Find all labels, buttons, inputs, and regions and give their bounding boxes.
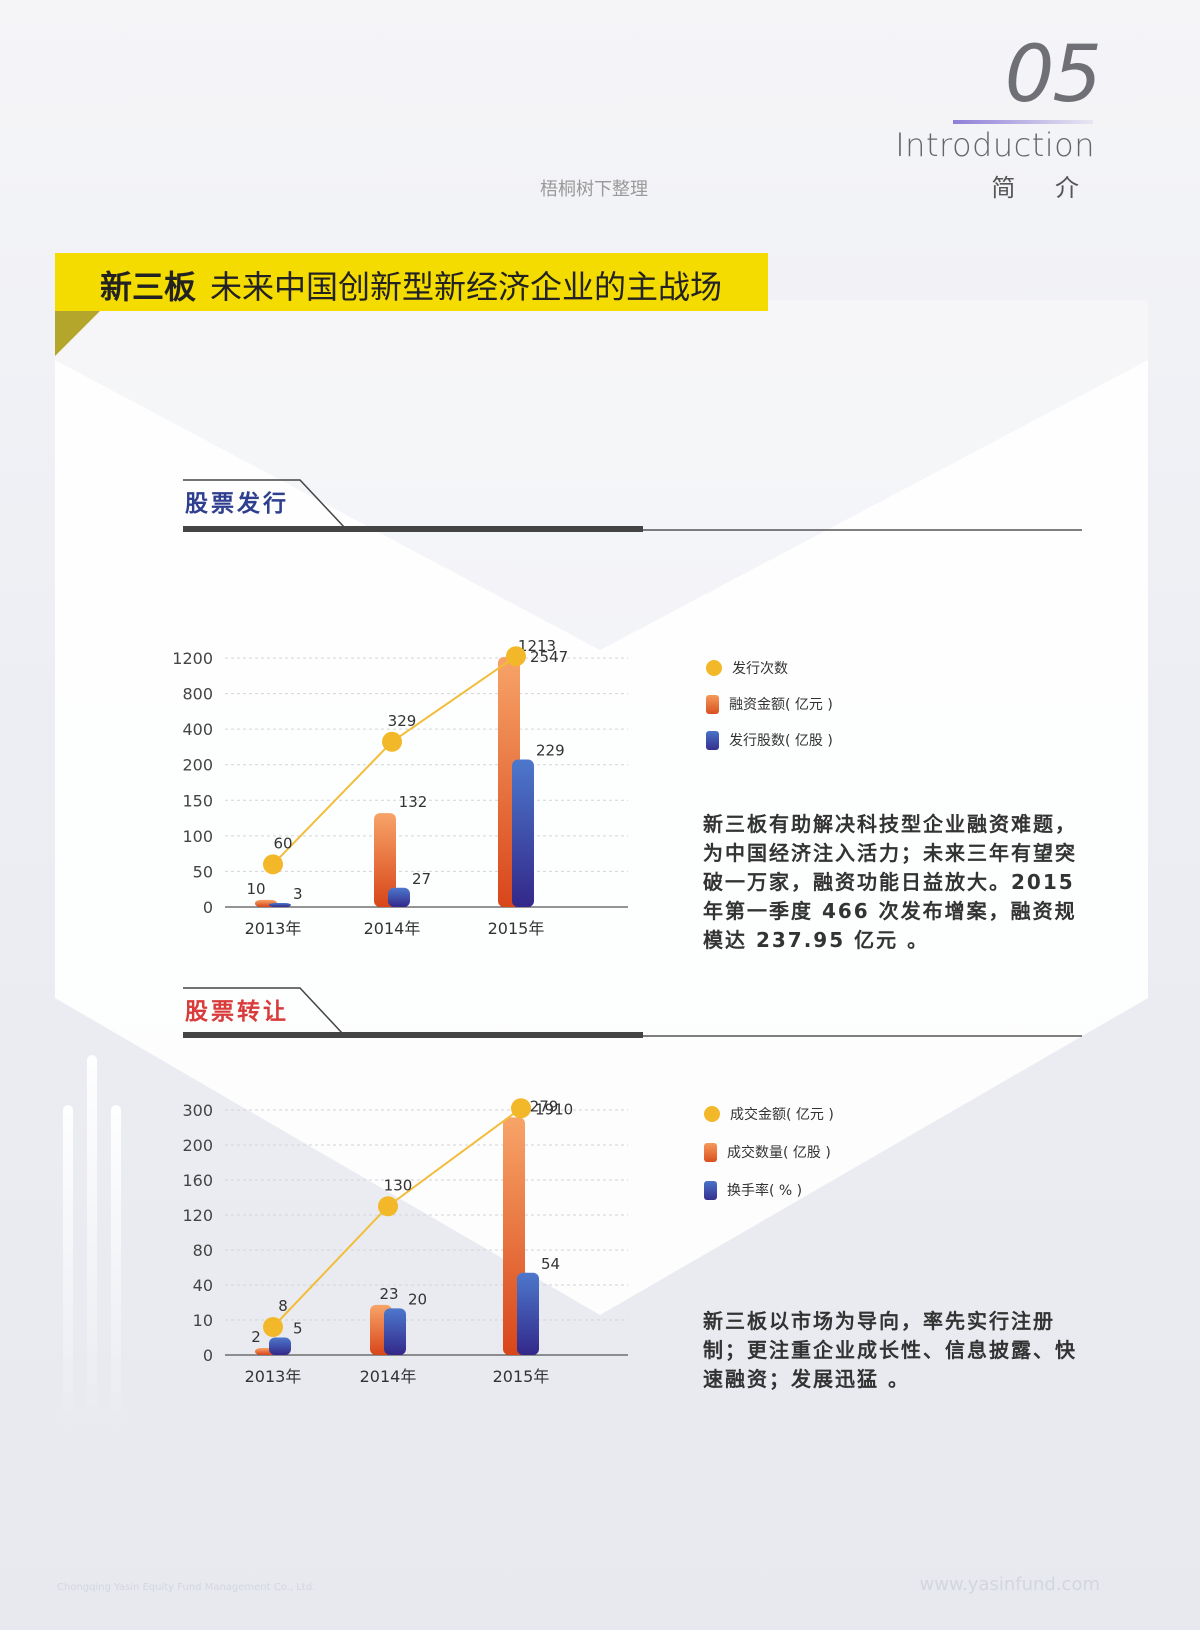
legend-label: 融资金额( 亿元 ) [729, 697, 833, 713]
footer-website: www.yasinfund.com [919, 1574, 1100, 1595]
y-tick-label: 300 [182, 1101, 213, 1120]
bar [517, 1272, 539, 1355]
x-tick-label: 2013年 [245, 919, 302, 938]
bar-value-label: 3 [293, 885, 303, 903]
y-tick-label: 0 [203, 1346, 213, 1365]
issuance-description: 新三板有助解决科技型企业融资难题，为中国经济注入活力；未来三年有望突破一万家，融… [703, 812, 1077, 952]
bar-value-label: 54 [541, 1255, 560, 1273]
y-tick-label: 800 [182, 685, 213, 704]
line-point [511, 1098, 531, 1119]
section-title-transfer: 股票转让 [185, 999, 289, 1025]
intro-heading-en: Introduction [895, 126, 1095, 164]
y-tick-label: 120 [182, 1206, 213, 1225]
banner-title: 新三板 未来中国创新型新经济企业的主战场 [100, 262, 722, 308]
legend-bar-icon [706, 694, 719, 714]
bar [388, 887, 410, 907]
transfer-description: 新三板以市场为导向，率先实行注册制；更注重企业成长性、信息披露、快速融资；发展迅… [703, 1309, 1077, 1391]
legend-item: 发行股数( 亿股 ) [706, 730, 833, 750]
legend-circle-icon [704, 1106, 720, 1122]
y-tick-label: 150 [182, 791, 213, 810]
line-point [378, 1196, 398, 1217]
legend-label: 发行股数( 亿股 ) [729, 733, 833, 749]
legend-item: 换手率( % ) [704, 1180, 834, 1200]
bar-value-label: 10 [246, 880, 265, 898]
footer-company: Chongqing Yasin Equity Fund Management C… [57, 1582, 316, 1593]
bar [269, 1337, 291, 1355]
section1-divider-thick [183, 526, 643, 532]
line-point [382, 731, 402, 752]
line-value-label: 1910 [535, 1100, 573, 1118]
x-tick-label: 2015年 [488, 919, 545, 938]
line-value-label: 60 [273, 834, 292, 852]
bar-value-label: 2 [251, 1328, 261, 1346]
legend-bar-icon [704, 1142, 717, 1162]
legend-item: 成交金额( 亿元 ) [704, 1104, 834, 1124]
bar [384, 1308, 406, 1355]
line-value-label: 329 [388, 712, 417, 730]
line-point [263, 1317, 283, 1337]
line-point [263, 854, 283, 875]
section2-tab-line [183, 987, 344, 1035]
legend-circle-icon [706, 660, 722, 676]
line-value-label: 2547 [530, 648, 568, 666]
legend-item: 融资金额( 亿元 ) [706, 694, 833, 714]
y-tick-label: 100 [182, 827, 213, 846]
bar [374, 813, 396, 907]
issuance-legend: 发行次数 融资金额( 亿元 ) 发行股数( 亿股 ) [706, 658, 833, 750]
y-tick-label: 160 [182, 1171, 213, 1190]
legend-item: 发行次数 [706, 658, 833, 678]
page-number: 05 [1004, 30, 1102, 120]
legend-label: 换手率( % ) [727, 1183, 803, 1199]
legend-label: 成交数量( 亿股 ) [727, 1145, 831, 1161]
x-tick-label: 2014年 [364, 919, 421, 938]
section1-tab-line [183, 479, 346, 529]
bar [512, 759, 534, 907]
y-tick-label: 200 [182, 1136, 213, 1155]
legend-item: 成交数量( 亿股 ) [704, 1142, 834, 1162]
organizer-note: 梧桐树下整理 [540, 179, 648, 200]
y-tick-label: 200 [182, 756, 213, 775]
legend-bar-icon [706, 730, 719, 750]
intro-accent-bar [953, 120, 1093, 124]
bar-value-label: 5 [293, 1320, 303, 1338]
line-value-label: 8 [278, 1297, 288, 1315]
banner-title-rest: 未来中国创新型新经济企业的主战场 [210, 268, 723, 306]
legend-label: 发行次数 [732, 661, 788, 677]
bar-value-label: 1213 [518, 637, 556, 655]
bar-value-label: 229 [536, 742, 565, 760]
y-tick-label: 50 [193, 862, 213, 881]
x-tick-label: 2013年 [245, 1367, 302, 1386]
bar-value-label: 279 [530, 1097, 559, 1115]
legend-label: 成交金额( 亿元 ) [730, 1107, 834, 1123]
legend-bar-icon [704, 1180, 717, 1200]
x-tick-label: 2015年 [493, 1367, 550, 1386]
section2-divider-thick [183, 1032, 643, 1038]
y-tick-label: 0 [203, 898, 213, 917]
bar [269, 903, 291, 907]
y-tick-label: 10 [193, 1311, 213, 1330]
intro-heading-cn: 简 介 [991, 174, 1095, 202]
bar-value-label: 132 [399, 793, 428, 811]
bar-value-label: 27 [412, 870, 431, 888]
y-tick-label: 1200 [172, 649, 213, 668]
line-value-label: 130 [384, 1176, 413, 1194]
title-banner [55, 253, 768, 311]
y-tick-label: 80 [193, 1241, 213, 1260]
section-title-issuance: 股票发行 [185, 491, 289, 517]
banner-title-bold: 新三板 [100, 268, 197, 306]
line-point [506, 646, 526, 667]
transfer-legend: 成交金额( 亿元 ) 成交数量( 亿股 ) 换手率( % ) [704, 1104, 834, 1200]
y-tick-label: 40 [193, 1276, 213, 1295]
bar-value-label: 20 [408, 1290, 427, 1308]
bar-value-label: 23 [379, 1285, 398, 1303]
x-tick-label: 2014年 [360, 1367, 417, 1386]
y-tick-label: 400 [182, 720, 213, 739]
